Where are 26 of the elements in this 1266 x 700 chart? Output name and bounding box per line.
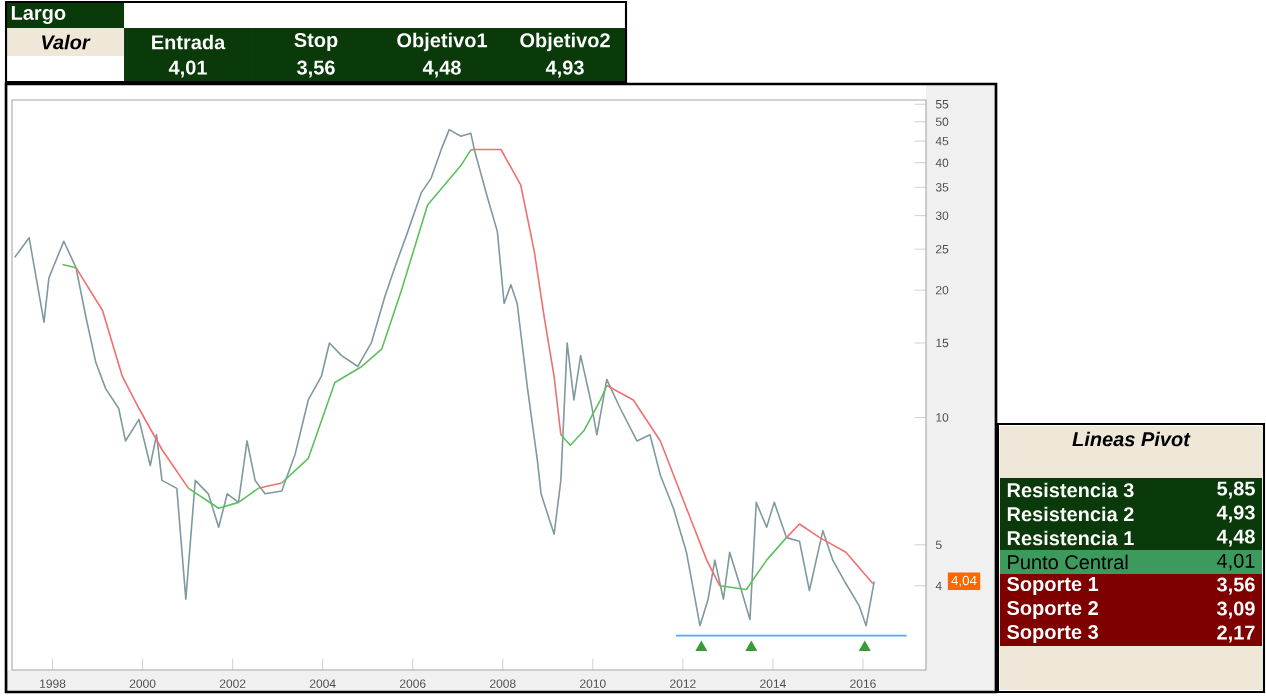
text: 3,56 — [1216, 577, 1255, 595]
text: 4,01 — [168, 60, 207, 78]
text: 4,48 — [422, 60, 461, 78]
text: Resistencia 1 — [1007, 530, 1134, 546]
text: 4,01 — [1216, 553, 1255, 571]
text: 2,17 — [1217, 625, 1255, 643]
text: Lineas Pivot — [1072, 431, 1191, 447]
text: 3,09 — [1216, 601, 1255, 619]
text: Entrada — [152, 34, 226, 50]
text: 3,56 — [297, 60, 335, 78]
text: 5,85 — [1217, 481, 1255, 499]
text: Stop — [294, 32, 338, 52]
text: Resistencia 2 — [1007, 506, 1134, 522]
text: Objetivo1 — [397, 32, 488, 52]
text: Soporte 1 — [1007, 576, 1099, 596]
text: Resistencia 3 — [1007, 482, 1134, 498]
text: Valor — [42, 34, 91, 50]
text: Soporte 3 — [1007, 624, 1099, 644]
text: 4,93 — [545, 60, 584, 78]
text: Soporte 2 — [1007, 600, 1098, 620]
text: Punto Central — [1008, 554, 1128, 570]
text: Objetivo2 — [520, 32, 610, 52]
text: 4,48 — [1216, 529, 1255, 547]
text: Largo — [11, 5, 66, 24]
line-series — [13, 128, 876, 627]
text: 4,93 — [1216, 505, 1255, 523]
